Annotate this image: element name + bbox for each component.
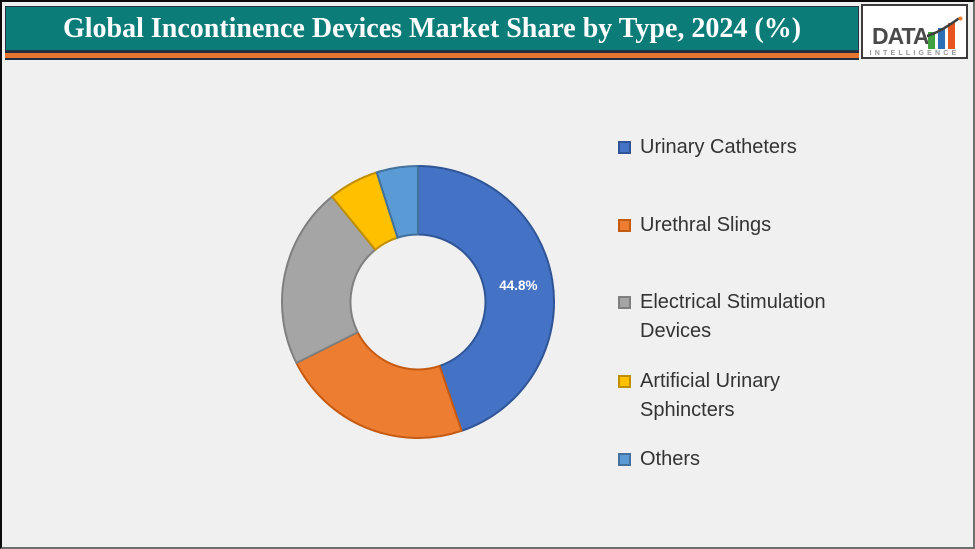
header-stripe (5, 51, 859, 60)
legend-label: Artificial Urinary Sphincters (640, 370, 781, 421)
logo-subtext: INTELLIGENCE (869, 50, 960, 57)
header-band: Global Incontinence Devices Market Share… (5, 6, 859, 51)
donut-slice-others (375, 165, 419, 239)
legend-swatch-icon (618, 141, 631, 154)
donut-slice-urinary-catheters (417, 165, 555, 432)
legend-item-electrical-stimulation-devices: Electrical Stimulation Devices (618, 288, 858, 346)
legend-swatch-icon (618, 453, 631, 466)
logo-bars-icon (927, 16, 963, 49)
data-label-urinary-catheters: 44.8% (499, 278, 537, 293)
legend-item-artificial-urinary-sphincters: Artificial Urinary Sphincters (618, 367, 858, 425)
chart-title: Global Incontinence Devices Market Share… (62, 12, 802, 44)
legend-item-urethral-slings: Urethral Slings (618, 211, 858, 240)
legend-item-urinary-catheters: Urinary Catheters (618, 133, 858, 162)
chart-legend: Urinary Catheters Urethral Slings Electric… (618, 2, 863, 547)
legend-label: Urethral Slings (640, 214, 772, 236)
logo-text: DATA (872, 23, 929, 49)
legend-swatch-icon (618, 219, 631, 232)
donut-slice-electrical-stimulation-devices (281, 195, 377, 364)
legend-label: Urinary Catheters (640, 136, 797, 158)
legend-item-others: Others (618, 445, 858, 474)
datam-logo: DATA INTELLIGENCE (861, 4, 968, 59)
legend-swatch-icon (618, 296, 631, 309)
legend-label: Electrical Stimulation Devices (640, 291, 826, 342)
donut-slice-urethral-slings (295, 331, 463, 439)
legend-label: Others (640, 448, 701, 470)
legend-swatch-icon (618, 375, 631, 388)
